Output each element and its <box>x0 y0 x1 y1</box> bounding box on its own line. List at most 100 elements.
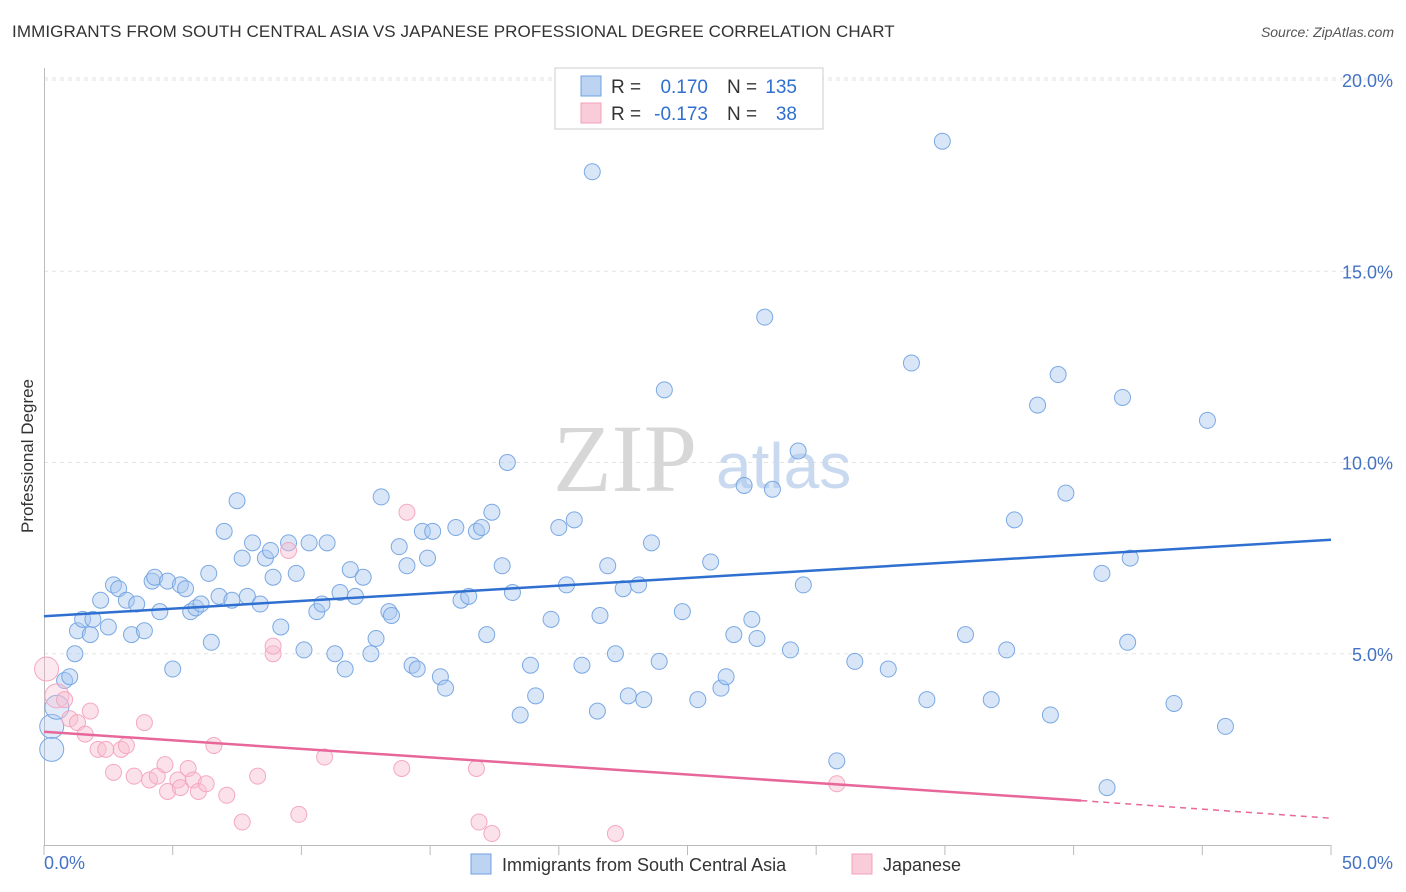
data-point <box>756 308 774 326</box>
data-point <box>789 442 807 460</box>
data-point <box>205 737 223 755</box>
data-point <box>272 618 290 636</box>
data-point <box>117 591 135 609</box>
data-point <box>287 564 305 582</box>
data-point <box>135 622 153 640</box>
data-point <box>483 825 501 843</box>
stats-legend-swatch-pink <box>580 102 602 124</box>
x-tick-label-max: 50.0% <box>1342 853 1393 873</box>
legend-label-immigrants: Immigrants from South Central Asia <box>502 855 787 875</box>
data-point <box>99 618 117 636</box>
y-tick-label: 20.0% <box>1342 71 1393 91</box>
x-tick-label-min: 0.0% <box>44 853 85 873</box>
data-point <box>527 687 545 705</box>
data-point <box>763 480 781 498</box>
data-point <box>630 576 648 594</box>
data-point <box>202 633 220 651</box>
data-point <box>135 714 153 732</box>
stats-legend-swatch-blue <box>580 75 602 97</box>
data-point <box>1198 411 1216 429</box>
data-point <box>200 564 218 582</box>
data-point <box>606 645 624 663</box>
data-point <box>146 568 164 586</box>
data-point <box>97 740 115 758</box>
data-point <box>34 656 60 682</box>
data-point <box>123 626 141 644</box>
chart-title: IMMIGRANTS FROM SOUTH CENTRAL ASIA VS JA… <box>12 22 895 41</box>
data-point <box>117 737 135 755</box>
watermark-zip: ZIP <box>553 405 697 512</box>
data-point <box>336 660 354 678</box>
trend-line-japanese <box>43 730 1082 802</box>
data-point <box>1098 779 1116 797</box>
data-point <box>655 381 673 399</box>
data-point <box>846 652 864 670</box>
data-point <box>92 591 110 609</box>
data-point <box>702 553 720 571</box>
legend-swatch-japanese <box>851 853 873 875</box>
data-point <box>511 706 529 724</box>
data-point <box>44 694 70 720</box>
data-point <box>483 503 501 521</box>
data-point <box>177 580 195 598</box>
source-credit: Source: ZipAtlas.com <box>1260 24 1394 40</box>
data-point <box>318 534 336 552</box>
data-point <box>1041 706 1059 724</box>
data-point <box>956 626 974 644</box>
data-point <box>1049 366 1067 384</box>
data-point <box>243 534 261 552</box>
data-point <box>650 652 668 670</box>
data-point <box>128 595 146 613</box>
data-point <box>362 645 380 663</box>
data-point <box>1057 484 1075 502</box>
data-point <box>982 691 1000 709</box>
data-point <box>171 779 189 797</box>
grid-lines <box>44 77 1393 655</box>
data-point <box>419 549 437 567</box>
trend-line-japanese-extension <box>1081 799 1332 819</box>
data-point <box>61 668 79 686</box>
data-point <box>717 668 735 686</box>
data-point <box>164 660 182 678</box>
data-point <box>550 519 568 537</box>
watermark: ZIP atlas <box>553 405 851 512</box>
y-tick-labels: 5.0% 10.0% 15.0% 20.0% <box>1342 71 1393 665</box>
data-point <box>249 767 267 785</box>
data-point <box>156 756 174 774</box>
data-point <box>918 691 936 709</box>
legend-label-japanese: Japanese <box>883 855 961 875</box>
stats-r-value-pink: -0.173 <box>654 104 708 125</box>
data-point <box>218 786 236 804</box>
data-point <box>1121 549 1139 567</box>
data-point <box>393 760 411 777</box>
legend-swatch-immigrants <box>470 853 492 875</box>
data-point <box>588 702 606 720</box>
data-point <box>290 805 308 823</box>
data-point <box>599 557 617 575</box>
data-point <box>390 538 408 556</box>
data-point <box>673 603 691 621</box>
data-point <box>264 637 282 655</box>
data-point <box>573 656 591 674</box>
data-point <box>280 541 298 559</box>
data-point <box>316 748 334 766</box>
data-point <box>635 691 653 709</box>
data-point <box>125 767 143 785</box>
data-point <box>398 503 416 521</box>
data-point <box>84 610 102 628</box>
data-point <box>902 354 920 372</box>
data-point <box>828 752 846 770</box>
data-point <box>367 629 385 647</box>
stats-r-label-pink: R = <box>611 104 641 125</box>
series-immigrants-points <box>39 132 1234 797</box>
bottom-legend: Immigrants from South Central Asia Japan… <box>470 853 961 875</box>
data-point <box>295 641 313 659</box>
data-point <box>493 557 511 575</box>
data-point <box>725 626 743 644</box>
data-point <box>151 603 169 621</box>
watermark-atlas: atlas <box>716 430 851 502</box>
data-point <box>61 710 79 728</box>
data-point <box>1165 694 1183 712</box>
data-point <box>437 679 455 697</box>
data-point <box>470 813 488 831</box>
